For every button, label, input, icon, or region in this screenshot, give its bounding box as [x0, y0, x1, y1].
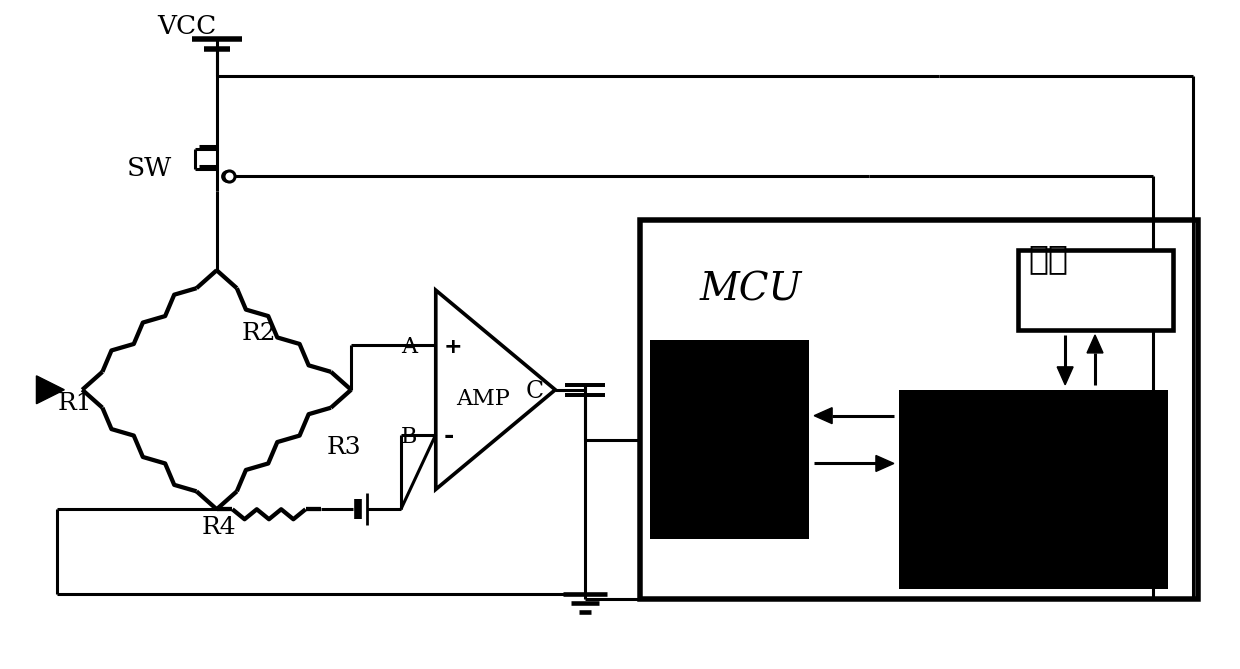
Text: R1: R1 [57, 391, 92, 415]
Text: R3: R3 [326, 436, 361, 460]
Text: SW: SW [126, 156, 172, 181]
Bar [899, 390, 1168, 589]
Text: VCC: VCC [157, 14, 216, 39]
Polygon shape [875, 456, 894, 472]
Polygon shape [815, 407, 832, 423]
Text: R2: R2 [242, 322, 277, 345]
Text: MCU: MCU [699, 271, 802, 308]
Text: B: B [401, 425, 418, 448]
Text: C: C [526, 380, 543, 403]
Text: R4: R4 [202, 516, 237, 539]
Bar [640, 221, 1198, 599]
Text: AMP: AMP [455, 388, 510, 409]
Text: -: - [444, 423, 454, 448]
Polygon shape [1058, 367, 1073, 385]
Bar [650, 340, 810, 539]
Bar [1018, 250, 1173, 330]
Text: 应用: 应用 [1028, 242, 1069, 275]
Text: A: A [401, 336, 417, 358]
Polygon shape [1087, 335, 1104, 353]
Polygon shape [36, 376, 64, 403]
Text: +: + [444, 337, 463, 357]
